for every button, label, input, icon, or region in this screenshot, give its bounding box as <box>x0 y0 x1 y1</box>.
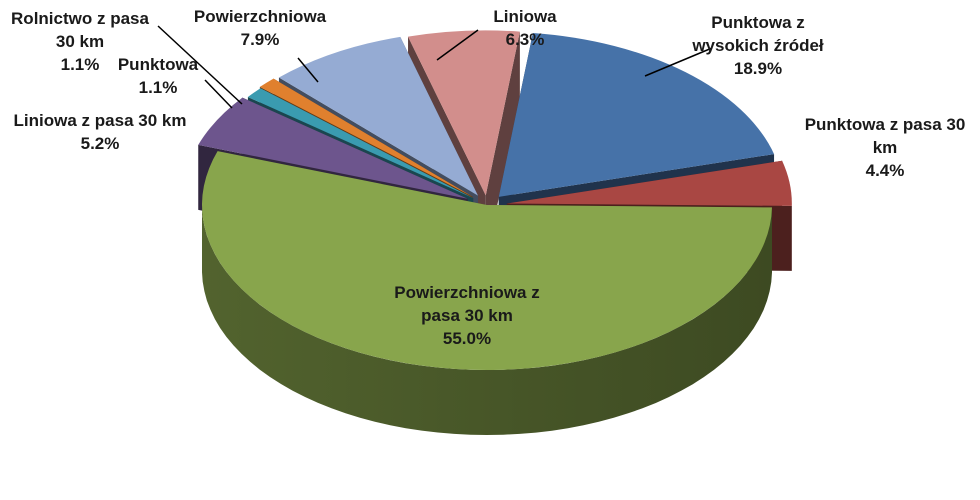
pie-slice-top <box>259 78 473 197</box>
pie-slice-top <box>202 151 772 370</box>
slice-label: Punktowa z pasa 30 km 4.4% <box>805 115 966 180</box>
slice-label: Rolnictwo z pasa 30 km 1.1% <box>11 9 149 74</box>
pie-slice-top <box>506 160 792 206</box>
pie-slice-top <box>408 30 520 196</box>
pie-slice-wall <box>485 31 520 261</box>
pie-slice-rim <box>202 207 772 435</box>
slice-label: Liniowa z pasa 30 km 5.2% <box>14 111 187 153</box>
leader-line <box>204 79 233 109</box>
slice-label: Liniowa 6.3% <box>493 7 557 49</box>
pie-slice-top <box>278 36 478 196</box>
leader-line <box>157 25 243 105</box>
slice-label: Powierzchniowa 7.9% <box>194 7 327 49</box>
pie-slice-top <box>498 33 775 197</box>
pie-slice-top <box>247 88 474 199</box>
slice-label: Punktowa 1.1% <box>118 55 199 97</box>
leader-line <box>436 29 479 61</box>
pie-slice-top <box>198 97 468 199</box>
leader-line <box>644 47 713 77</box>
leader-line <box>297 57 319 83</box>
slice-label: Powierzchniowa z pasa 30 km 55.0% <box>394 283 539 348</box>
pie-slice <box>202 151 772 435</box>
slice-label: Punktowa z wysokich źródeł 18.9% <box>691 13 824 78</box>
